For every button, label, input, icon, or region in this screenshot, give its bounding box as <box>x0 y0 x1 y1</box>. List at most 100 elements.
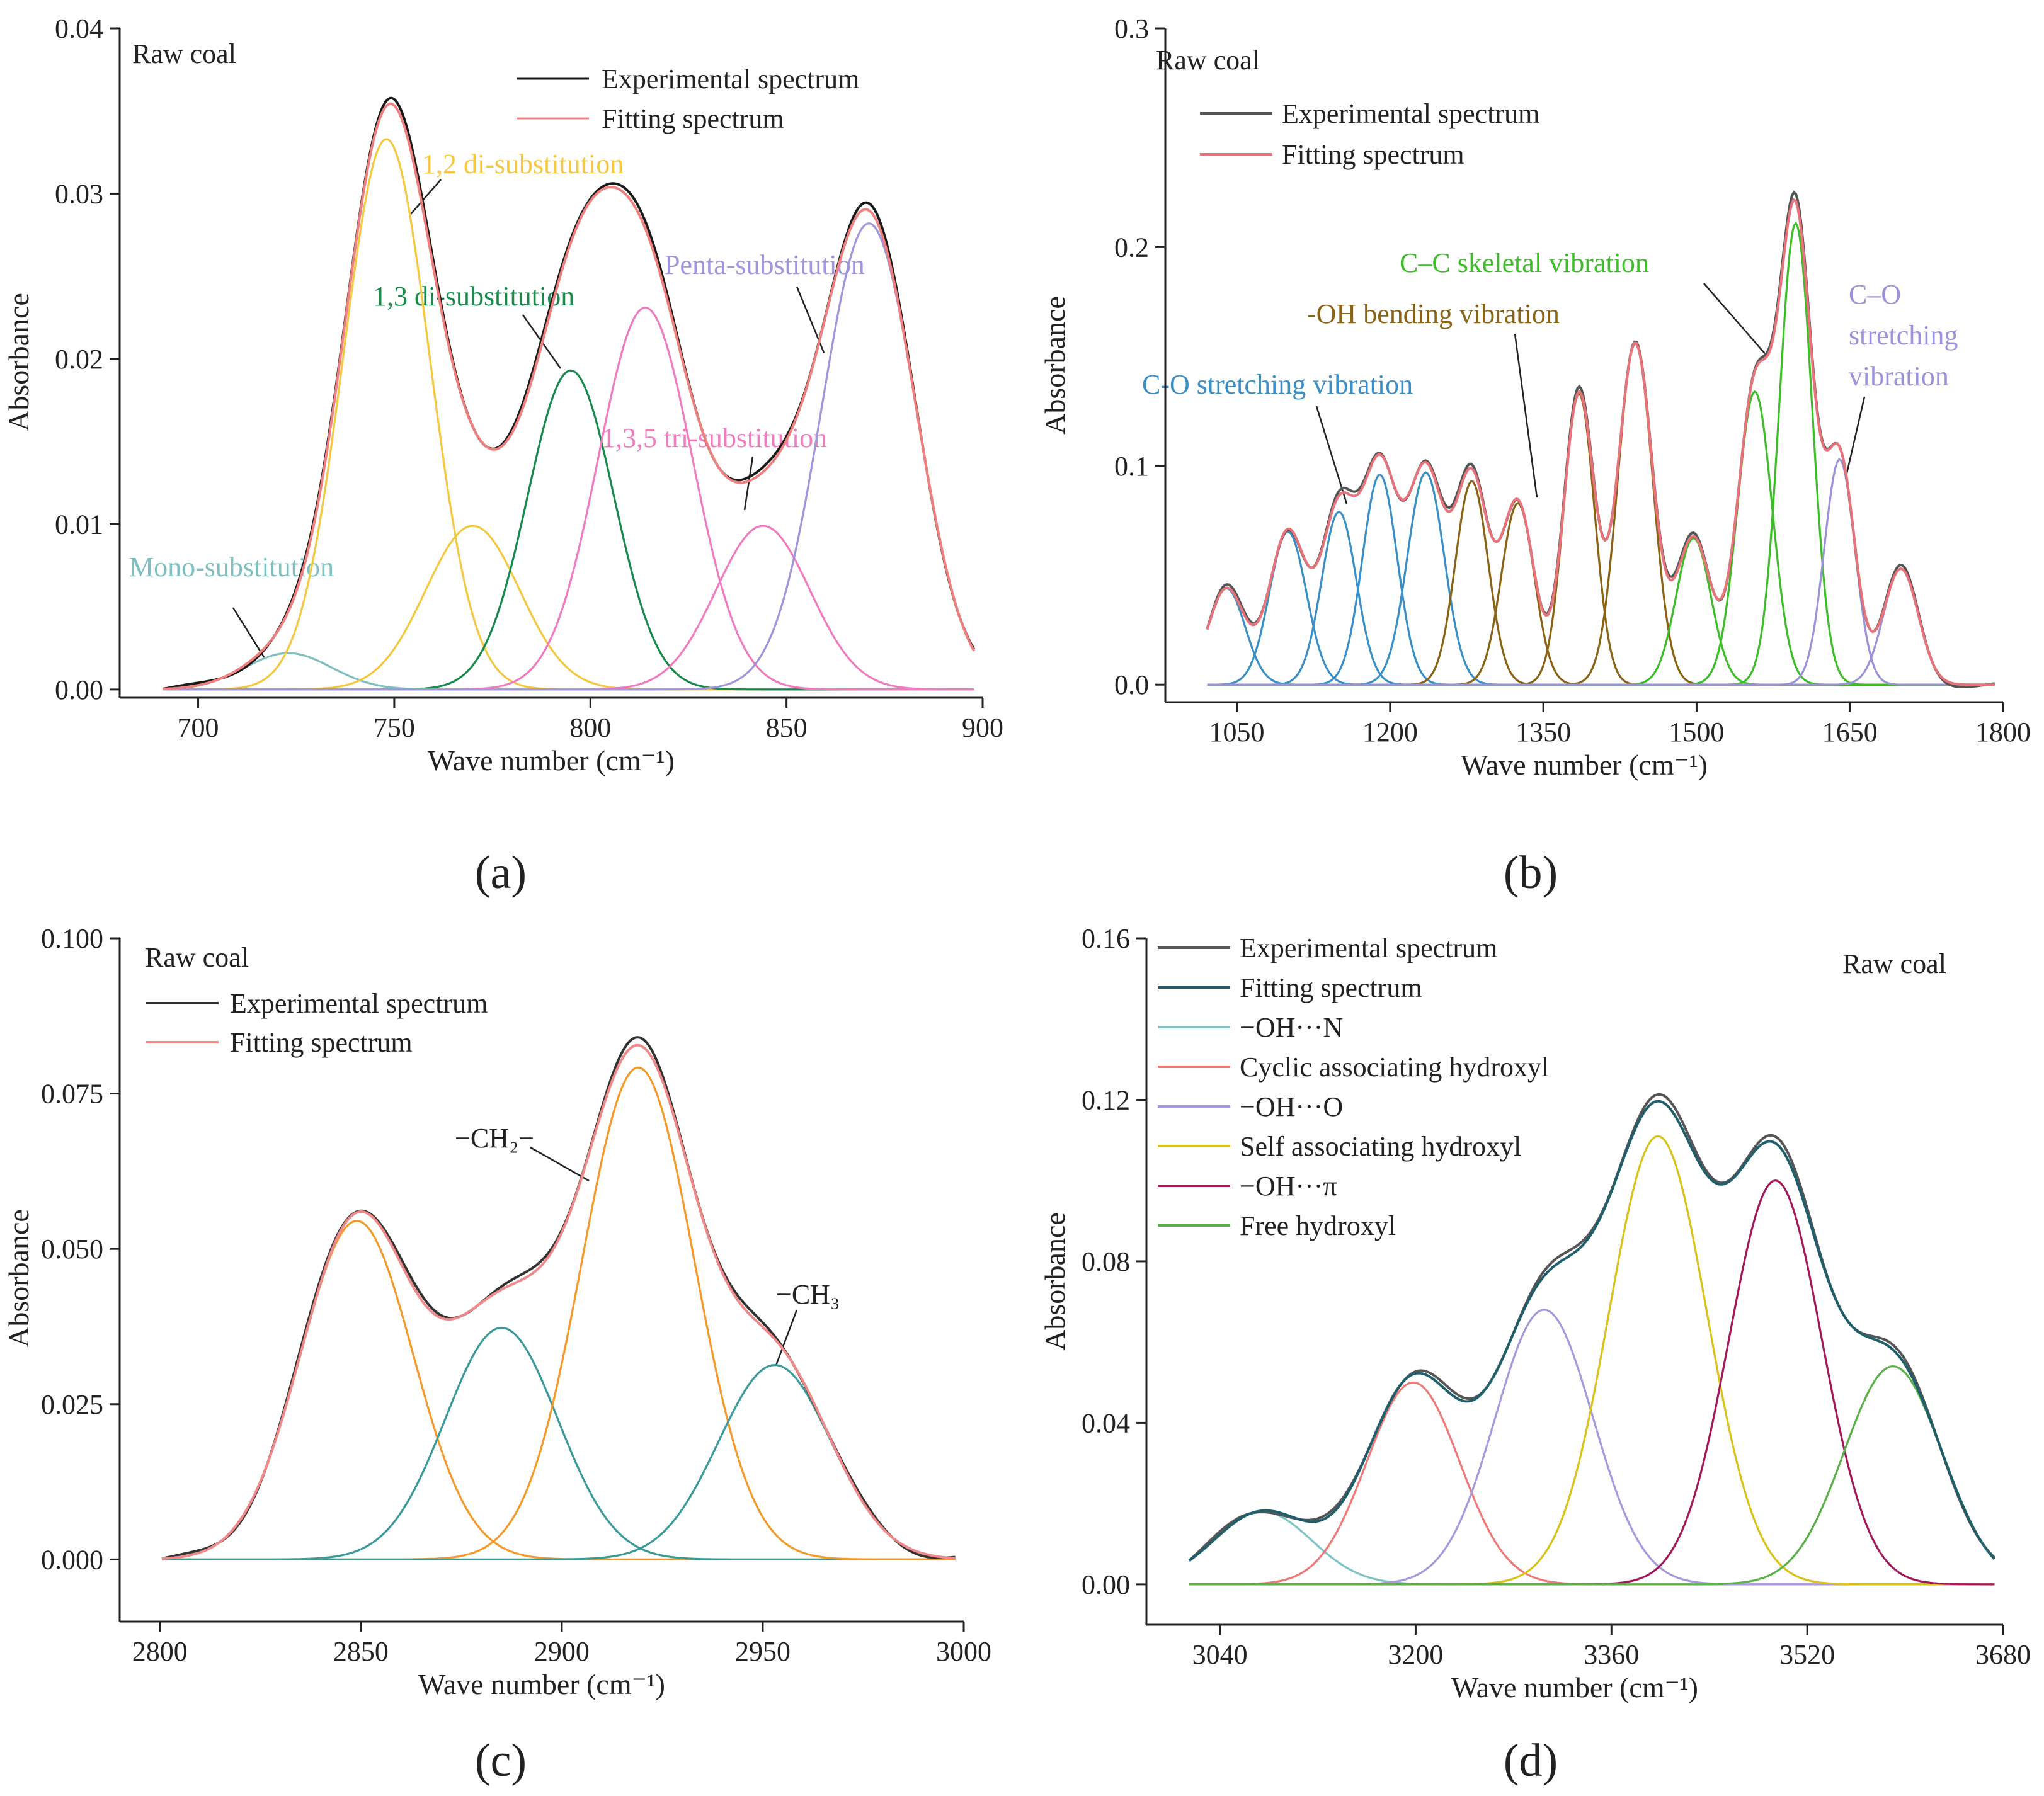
annotation-co-line1: C–O <box>1849 279 1901 310</box>
experimental-spectrum-line <box>163 96 976 690</box>
x-axis-title: Wave number (cm⁻¹) <box>428 744 675 776</box>
plot-c: 2800 2850 2900 2950 3000 0.000 0.025 0.050 0.075… <box>3 923 991 1700</box>
component-peak-4 <box>163 369 974 691</box>
y-tick-label: 0.00 <box>1082 1569 1130 1600</box>
y-tick-label: 0.075 <box>41 1079 103 1110</box>
annotation-cc-skeletal-vibration: C–C skeletal vibration <box>1400 247 1649 278</box>
annotation-135-tri-substitution: 1,3,5 tri-substitution <box>602 423 827 453</box>
fitting-spectrum-line <box>163 102 976 690</box>
legend-label-7: Free hydroxyl <box>1240 1210 1396 1241</box>
sample-label: Raw coal <box>132 38 236 69</box>
x-tick-label: 1200 <box>1362 717 1418 747</box>
annotation-13-di-substitution: 1,3 di-substitution <box>373 281 574 312</box>
annotation-co-line3: vibration <box>1849 361 1949 392</box>
panel-c: Raw coal Experimental spectrum Fitting s… <box>3 923 991 1700</box>
component-peak-1 <box>161 1220 956 1560</box>
legend-label-1: Fitting spectrum <box>1240 972 1422 1003</box>
component-peak-4 <box>1189 1135 1995 1586</box>
legend-label-fitting: Fitting spectrum <box>230 1027 413 1058</box>
x-tick-label: 1800 <box>1975 717 2031 747</box>
component-peak-4 <box>162 1363 956 1560</box>
panel-a: Raw coal Experimental spectrum Fitting s… <box>3 13 1003 776</box>
x-tick-label: 3040 <box>1192 1639 1248 1670</box>
component-peak-3 <box>162 1066 956 1560</box>
panel-label-c: (c) <box>475 1735 527 1787</box>
legend: Experimental spectrum Fitting spectrum −… <box>1158 933 1549 1241</box>
annotation-co-line2: stretching <box>1849 320 1958 351</box>
x-tick-label: 3200 <box>1388 1639 1443 1670</box>
legend-label-0: Experimental spectrum <box>1240 933 1497 963</box>
x-tick-label: 3520 <box>1779 1639 1835 1670</box>
x-tick-label: 1350 <box>1516 717 1571 747</box>
legend-label-experimental: Experimental spectrum <box>230 988 488 1019</box>
annotation-arrows <box>530 1146 798 1366</box>
annotation-ch3: −CH₃ <box>776 1279 840 1310</box>
sample-label: Raw coal <box>1842 948 1946 979</box>
x-tick-label: 3680 <box>1975 1639 2031 1670</box>
component-peak-3 <box>163 525 974 691</box>
annotation-12-di-substitution: 1,2 di-substitution <box>422 149 624 179</box>
y-tick-label: 0.03 <box>55 178 103 209</box>
y-tick-label: 0.01 <box>55 509 103 540</box>
y-tick-label: 0.1 <box>1114 451 1149 482</box>
y-axis-title: Absorbance <box>1039 296 1071 435</box>
y-axis-title: Absorbance <box>3 293 35 431</box>
plot-b: 1050 1200 1350 1500 1650 1800 0.0 0.1 0.2 0.3 Wave… <box>1039 13 2031 781</box>
x-tick-label: 2800 <box>132 1636 188 1667</box>
y-tick-label: 0.2 <box>1114 232 1149 263</box>
legend-label-experimental: Experimental spectrum <box>602 64 859 94</box>
legend-label-6: −OH···π <box>1240 1171 1337 1202</box>
x-tick-label: 2950 <box>735 1636 791 1667</box>
annotation-oh-bending-vibration: -OH bending vibration <box>1307 298 1560 329</box>
x-axis-title: Wave number (cm⁻¹) <box>1451 1671 1698 1703</box>
y-axis-title: Absorbance <box>3 1209 35 1348</box>
fitting-spectrum-line <box>1188 1100 1995 1562</box>
legend-label-experimental: Experimental spectrum <box>1282 98 1539 129</box>
y-tick-label: 0.0 <box>1114 669 1149 700</box>
annotation-co-stretching-vibration: C-O stretching vibration <box>1142 369 1413 400</box>
component-peak-6 <box>163 525 974 691</box>
x-tick-label: 700 <box>178 712 219 743</box>
x-tick-label: 850 <box>766 712 808 743</box>
y-tick-label: 0.3 <box>1114 13 1149 44</box>
legend-label-4: −OH···O <box>1240 1091 1343 1122</box>
component-peak-1 <box>163 652 974 691</box>
plot-a: 700 750 800 850 900 0.00 0.01 0.02 0.03 0.04 Wave … <box>3 13 1003 776</box>
x-tick-label: 3360 <box>1584 1639 1639 1670</box>
x-tick-label: 2850 <box>333 1636 389 1667</box>
component-peak-6 <box>1189 1365 1995 1586</box>
legend-label-fitting: Fitting spectrum <box>1282 139 1464 170</box>
legend-label-5: Self associating hydroxyl <box>1240 1131 1521 1162</box>
y-tick-label: 0.02 <box>55 344 103 375</box>
y-tick-label: 0.00 <box>55 674 103 705</box>
annotation-penta-substitution: Penta-substitution <box>665 249 865 280</box>
sample-label: Raw coal <box>1156 45 1260 76</box>
y-tick-label: 0.04 <box>55 13 103 44</box>
component-peak-2 <box>162 1326 956 1560</box>
component-peak-14 <box>1207 567 1995 686</box>
y-tick-label: 0.08 <box>1082 1246 1130 1277</box>
x-axis-title: Wave number (cm⁻¹) <box>1461 749 1708 781</box>
y-tick-label: 0.050 <box>41 1234 103 1265</box>
component-peak-5 <box>163 306 974 691</box>
fitting-spectrum-line <box>1206 198 1995 686</box>
y-tick-label: 0.04 <box>1082 1407 1130 1438</box>
x-tick-label: 800 <box>569 712 611 743</box>
annotation-ch2: −CH₂− <box>455 1123 534 1154</box>
panel-b: Raw coal Experimental spectrum Fitting s… <box>1039 13 2031 781</box>
legend-label-fitting: Fitting spectrum <box>602 103 784 134</box>
plot-d: 3040 3200 3360 3520 3680 0.00 0.04 0.08 0.12 0.16… <box>1039 923 2031 1703</box>
x-tick-label: 1500 <box>1669 717 1724 747</box>
x-tick-label: 900 <box>962 712 1003 743</box>
y-tick-label: 0.100 <box>41 923 103 954</box>
panel-label-a: (a) <box>475 847 527 899</box>
x-axis-title: Wave number (cm⁻¹) <box>418 1668 665 1700</box>
y-axis-title: Absorbance <box>1039 1212 1071 1351</box>
experimental-spectrum-line <box>1188 1093 1995 1562</box>
y-tick-label: 0.16 <box>1082 923 1130 954</box>
component-peak-7 <box>163 222 975 691</box>
panel-label-d: (d) <box>1504 1735 1558 1787</box>
y-tick-label: 0.025 <box>41 1389 103 1420</box>
sample-label: Raw coal <box>145 942 249 973</box>
